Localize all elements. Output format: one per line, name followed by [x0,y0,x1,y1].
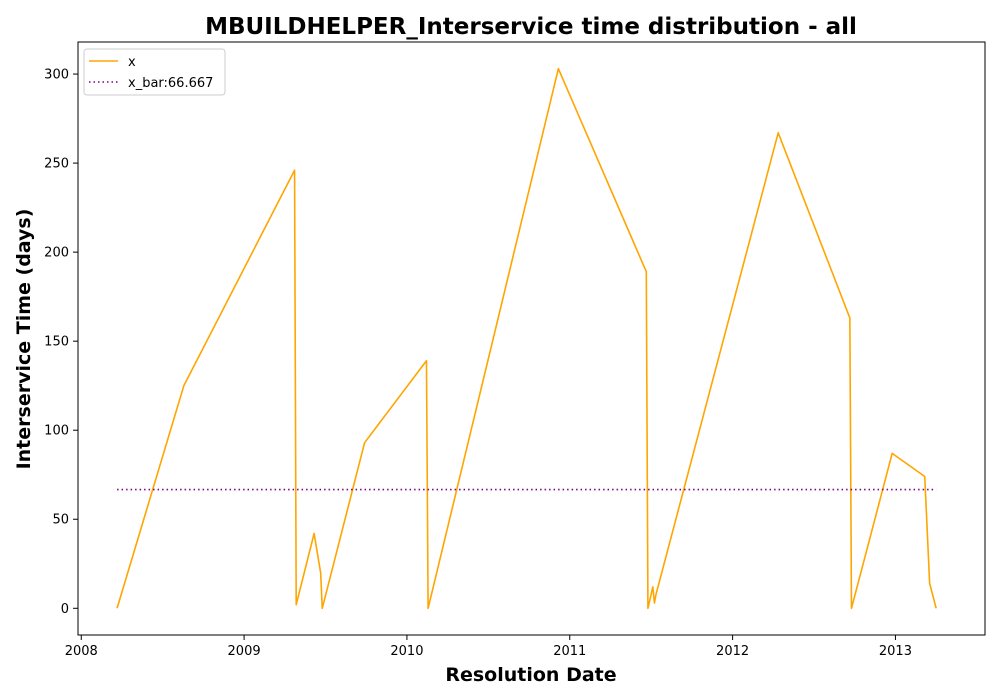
x-axis: 2008 2009 2010 2011 2012 2013 [65,635,912,659]
y-tick-label: 100 [44,424,69,439]
x-tick-label: 2012 [716,644,749,659]
x-tick-label: 2009 [228,644,261,659]
legend-box [83,48,226,96]
x-tick-label: 2010 [390,644,423,659]
series-x-line [116,67,937,610]
y-tick-label: 250 [44,157,69,172]
series-layer [116,67,937,610]
legend-entry-x: x [128,55,136,70]
x-tick-label: 2013 [879,644,912,659]
x-tick-label: 2011 [553,644,586,659]
chart-title: MBUILDHELPER_Interservice time distribut… [205,14,857,40]
y-axis: 0 50 100 150 200 250 300 [44,68,78,617]
plot-area [77,41,986,636]
y-axis-label: Interservice Time (days) [13,209,35,470]
y-tick-label: 300 [44,68,69,83]
y-tick-label: 0 [61,602,69,617]
legend-entry-x-bar: x_bar:66.667 [128,76,213,91]
y-tick-label: 50 [52,513,69,528]
x-tick-label: 2008 [65,644,98,659]
legend: x x_bar:66.667 [83,48,226,96]
y-tick-label: 200 [44,246,69,261]
x-axis-label: Resolution Date [445,664,616,686]
y-tick-label: 150 [44,335,69,350]
